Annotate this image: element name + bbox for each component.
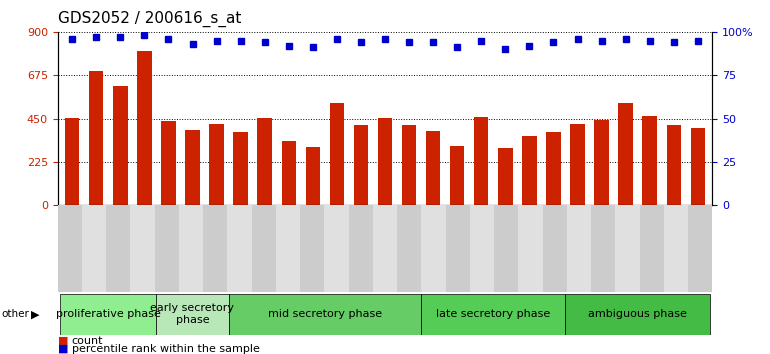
Text: ■: ■: [58, 336, 69, 346]
Bar: [522, 136, 537, 205]
Bar: [300, 205, 324, 292]
Bar: [618, 103, 633, 205]
Bar: [89, 72, 103, 205]
Bar: [571, 124, 584, 205]
Bar: [567, 205, 591, 292]
Bar: [426, 131, 440, 205]
Bar: [65, 118, 79, 205]
Text: percentile rank within the sample: percentile rank within the sample: [72, 344, 259, 354]
Bar: [209, 124, 224, 205]
Text: ■: ■: [58, 344, 69, 354]
Text: GDS2052 / 200616_s_at: GDS2052 / 200616_s_at: [58, 11, 241, 27]
Bar: [330, 103, 344, 205]
Text: other: other: [2, 309, 29, 319]
Bar: [470, 205, 494, 292]
Bar: [349, 205, 373, 292]
Bar: [565, 294, 710, 335]
Bar: [155, 205, 179, 292]
Bar: [186, 130, 199, 205]
Bar: [60, 294, 156, 335]
Bar: [494, 205, 518, 292]
Bar: [227, 205, 252, 292]
Bar: [446, 205, 470, 292]
Bar: [664, 205, 688, 292]
Bar: [276, 205, 300, 292]
Bar: [233, 132, 248, 205]
Text: ambiguous phase: ambiguous phase: [588, 309, 687, 319]
Bar: [113, 86, 128, 205]
Bar: [378, 118, 392, 205]
Bar: [306, 147, 320, 205]
Bar: [691, 128, 705, 205]
Text: late secretory phase: late secretory phase: [436, 309, 551, 319]
Bar: [397, 205, 421, 292]
Bar: [450, 145, 464, 205]
Bar: [156, 294, 229, 335]
Bar: [252, 205, 276, 292]
Bar: [229, 294, 421, 335]
Bar: [688, 205, 712, 292]
Bar: [179, 205, 203, 292]
Bar: [106, 205, 130, 292]
Bar: [667, 125, 681, 205]
Bar: [402, 125, 417, 205]
Bar: [591, 205, 615, 292]
Bar: [518, 205, 543, 292]
Bar: [203, 205, 227, 292]
Bar: [137, 51, 152, 205]
Bar: [353, 125, 368, 205]
Bar: [543, 205, 567, 292]
Bar: [373, 205, 397, 292]
Bar: [130, 205, 155, 292]
Bar: [324, 205, 349, 292]
Bar: [474, 117, 488, 205]
Bar: [546, 132, 561, 205]
Bar: [257, 118, 272, 205]
Bar: [594, 120, 609, 205]
Text: count: count: [72, 336, 103, 346]
Text: ▶: ▶: [31, 309, 39, 319]
Text: early secretory
phase: early secretory phase: [150, 303, 235, 325]
Bar: [161, 120, 176, 205]
Bar: [421, 294, 565, 335]
Bar: [421, 205, 446, 292]
Bar: [58, 205, 82, 292]
Text: proliferative phase: proliferative phase: [56, 309, 161, 319]
Bar: [615, 205, 640, 292]
Bar: [642, 116, 657, 205]
Text: mid secretory phase: mid secretory phase: [268, 309, 382, 319]
Bar: [282, 141, 296, 205]
Bar: [640, 205, 664, 292]
Bar: [82, 205, 106, 292]
Bar: [498, 148, 513, 205]
